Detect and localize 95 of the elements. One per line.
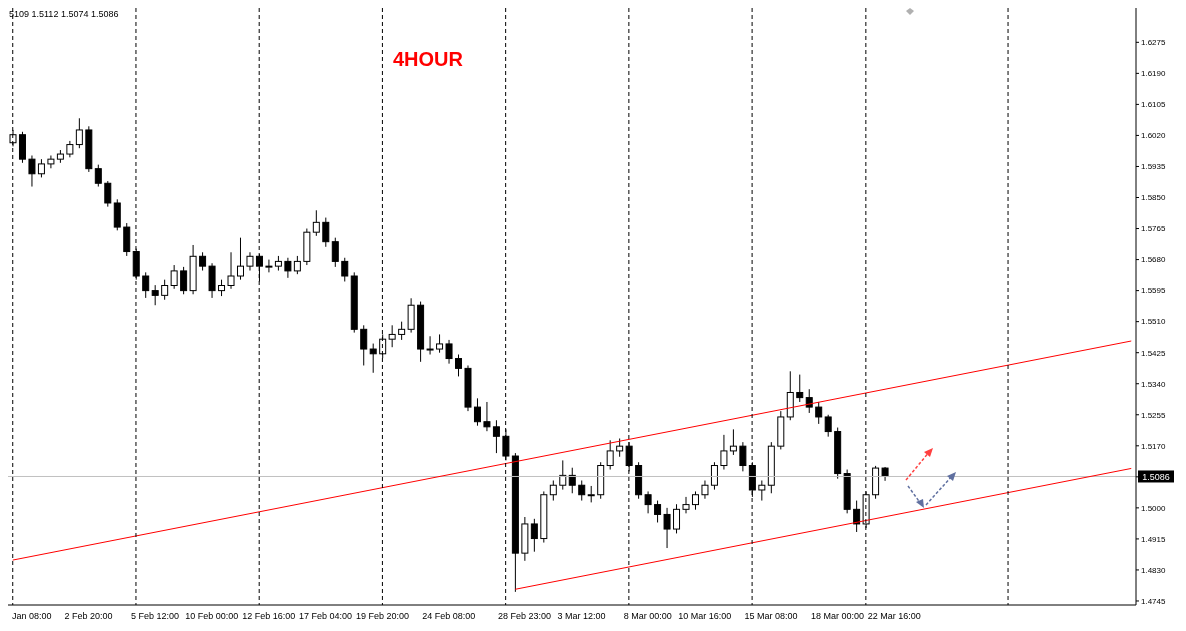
candlestick: [578, 479, 586, 502]
candlestick: [369, 343, 377, 374]
x-tick-label: 3 Mar 12:00: [557, 611, 606, 622]
candlestick: [265, 259, 273, 273]
x-tick-label: 28 Feb 23:00: [498, 611, 552, 622]
candlestick: [682, 496, 690, 514]
x-tick-label: 2 Feb 20:00: [64, 611, 113, 622]
x-tick-label: 8 Mar 00:00: [623, 611, 672, 622]
candlestick: [445, 339, 453, 365]
x-tick-label: 12 Feb 16:00: [242, 611, 296, 622]
x-tick-label: 17 Feb 04:00: [299, 611, 353, 622]
candlestick: [644, 490, 652, 514]
x-tick-label: 24 Feb 08:00: [422, 611, 476, 622]
candlestick: [796, 374, 804, 403]
y-tick-label: 1.6275: [1141, 38, 1167, 48]
y-tick-label: 1.5595: [1141, 286, 1167, 296]
candlestick: [180, 266, 188, 295]
y-tick-label: 1.4745: [1141, 596, 1167, 606]
candlestick: [312, 209, 320, 237]
candlestick: [388, 324, 396, 348]
candlestick: [142, 271, 150, 299]
candlestick: [426, 335, 434, 356]
candlestick: [673, 503, 681, 534]
candlestick: [549, 479, 557, 502]
candlestick: [530, 518, 538, 553]
y-tick-label: 1.5765: [1141, 224, 1167, 234]
y-tick-label: 1.5680: [1141, 255, 1167, 265]
candlestick: [331, 237, 339, 268]
candlestick: [559, 459, 567, 491]
candlestick: [75, 117, 83, 149]
x-tick-label: 19 Feb 20:00: [355, 611, 409, 622]
candlestick: [815, 401, 823, 425]
y-tick-label: 1.5425: [1141, 348, 1167, 358]
y-tick-label: 1.4830: [1141, 565, 1167, 575]
y-tick-label: 1.5170: [1141, 441, 1167, 451]
candlestick: [853, 500, 861, 533]
candlestick: [720, 434, 728, 471]
candlestick: [492, 419, 500, 454]
candlestick: [37, 158, 45, 178]
candlestick: [170, 264, 178, 290]
x-tick-label: 15 Mar 08:00: [744, 611, 798, 622]
candlestick: [862, 490, 870, 529]
y-tick-label: 1.6020: [1141, 131, 1167, 141]
candlestick: [47, 155, 55, 169]
candlestick: [398, 321, 406, 341]
candlestick: [322, 217, 330, 248]
ref-line-label: 1.5086: [1142, 471, 1170, 482]
candlestick: [246, 251, 254, 272]
candlestick: [739, 441, 747, 472]
candlestick: [824, 414, 832, 438]
candlestick: [360, 324, 368, 366]
candlestick: [284, 257, 292, 279]
candlestick: [227, 251, 235, 290]
candlestick: [255, 253, 263, 282]
y-tick-label: 1.6105: [1141, 100, 1167, 110]
candlestick: [341, 257, 349, 282]
candlestick: [104, 180, 112, 208]
candlestick: [94, 164, 102, 188]
x-tick-label: 10 Mar 16:00: [678, 611, 732, 622]
candlestick: [606, 439, 614, 471]
candlestick: [729, 428, 737, 456]
candlestick: [151, 284, 159, 306]
x-tick-label: 22 Mar 16:00: [867, 611, 921, 622]
candlestick: [758, 479, 766, 502]
candlestick: [568, 467, 576, 494]
candlestick: [691, 490, 699, 511]
candlestick: [701, 479, 709, 500]
x-tick-label: 5 Feb 12:00: [130, 611, 179, 622]
candlestick: [616, 438, 624, 458]
candlestick: [161, 279, 169, 301]
candlestick: [28, 155, 36, 188]
candlestick: [473, 397, 481, 427]
candlestick: [663, 507, 671, 549]
candlestick: [293, 255, 301, 275]
candlestick: [483, 401, 491, 432]
candlestick: [654, 500, 662, 523]
y-tick-label: 1.5510: [1141, 317, 1167, 327]
candlestick: [502, 428, 510, 461]
annotation: 5109 1.5112 1.5074 1.5086: [9, 9, 119, 19]
y-tick-label: 1.6190: [1141, 69, 1167, 79]
y-tick-label: 1.5255: [1141, 410, 1167, 420]
text: 4HOUR: [393, 48, 464, 71]
candlestick: [455, 354, 463, 377]
y-tick-label: 1.5340: [1141, 379, 1167, 389]
y-tick-label: 1.5850: [1141, 193, 1167, 203]
candlestick: [199, 251, 207, 272]
y-tick-label: 1.5000: [1141, 503, 1167, 513]
y-tick-label: 1.5935: [1141, 162, 1167, 172]
candlestick: [436, 333, 444, 354]
x-tick-label: 18 Mar 00:00: [810, 611, 864, 622]
x-tick-label: Jan 08:00: [11, 611, 52, 622]
y-tick-label: 1.4915: [1141, 534, 1167, 544]
x-tick-label: 10 Feb 00:00: [185, 611, 239, 622]
candlestick: [710, 461, 718, 491]
candlestick: [237, 237, 244, 281]
